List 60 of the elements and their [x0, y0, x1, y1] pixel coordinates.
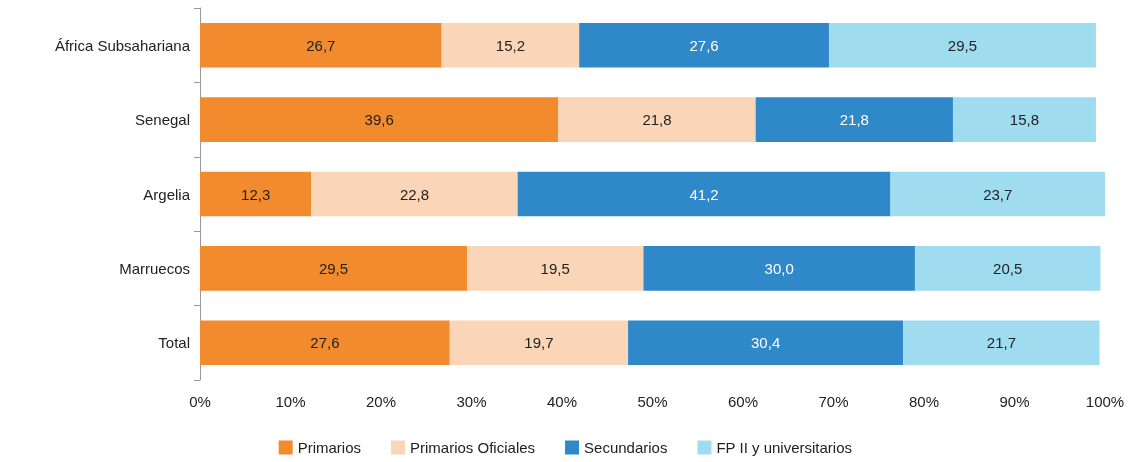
data-label: 30,4 — [751, 334, 781, 352]
y-tick-label: África Subsahariana — [54, 36, 191, 54]
bar — [517, 171, 891, 217]
y-tick-label: Marruecos — [119, 259, 190, 277]
bar — [755, 97, 953, 142]
data-label: 12,3 — [241, 185, 271, 203]
bar — [579, 22, 829, 68]
data-label: 15,8 — [1009, 111, 1040, 129]
bar — [200, 171, 312, 217]
data-label: 41,2 — [689, 185, 719, 203]
x-tick-label: 100% — [1085, 393, 1125, 410]
bar — [828, 22, 1096, 68]
y-tick-label: Argelia — [143, 185, 191, 203]
y-tick-label: Total — [158, 334, 190, 352]
legend-label: FP II y universitarios — [716, 439, 853, 456]
data-label: 21,8 — [839, 111, 869, 129]
x-tick-label: 10% — [275, 393, 306, 410]
data-label: 39,6 — [364, 111, 394, 129]
data-label: 23,7 — [983, 185, 1013, 203]
x-tick-label: 40% — [546, 393, 578, 410]
legend-label: Primarios Oficiales — [410, 439, 536, 456]
x-tick-label: 60% — [727, 393, 759, 410]
legend-label: Secundarios — [584, 439, 668, 456]
bar — [200, 246, 467, 291]
bar — [311, 171, 518, 217]
y-tick-label: Senegal — [134, 111, 190, 129]
bar — [449, 320, 629, 366]
bar — [558, 97, 756, 142]
x-tick-label: 50% — [637, 393, 668, 410]
data-label: 27,6 — [310, 334, 340, 352]
bar — [200, 97, 559, 142]
bar — [903, 320, 1100, 366]
data-label: 26,7 — [306, 36, 336, 54]
legend-label: Primarios — [297, 439, 362, 456]
bar — [441, 22, 580, 68]
data-label: 21,8 — [642, 111, 672, 129]
x-tick-label: 30% — [456, 393, 487, 410]
bar — [914, 246, 1101, 291]
x-tick-label: 20% — [365, 393, 397, 410]
data-label: 15,2 — [495, 36, 526, 54]
data-label: 30,0 — [764, 259, 794, 277]
bar — [466, 246, 644, 291]
x-tick-label: 90% — [999, 393, 1030, 410]
data-label: 21,7 — [986, 334, 1016, 352]
data-label: 27,6 — [689, 36, 719, 54]
bar — [628, 320, 904, 366]
bar — [200, 22, 442, 68]
data-label: 22,8 — [399, 185, 430, 203]
data-label: 29,5 — [947, 36, 978, 54]
x-tick-label: 0% — [189, 393, 211, 410]
bar — [643, 246, 915, 291]
bar — [952, 97, 1096, 142]
data-label: 19,5 — [540, 259, 570, 277]
bar — [200, 320, 450, 366]
data-label: 29,5 — [318, 259, 349, 277]
x-tick-label: 80% — [908, 393, 940, 410]
data-label: 20,5 — [993, 259, 1023, 277]
bar — [890, 171, 1105, 217]
data-label: 19,7 — [524, 334, 554, 352]
x-tick-label: 70% — [818, 393, 849, 410]
